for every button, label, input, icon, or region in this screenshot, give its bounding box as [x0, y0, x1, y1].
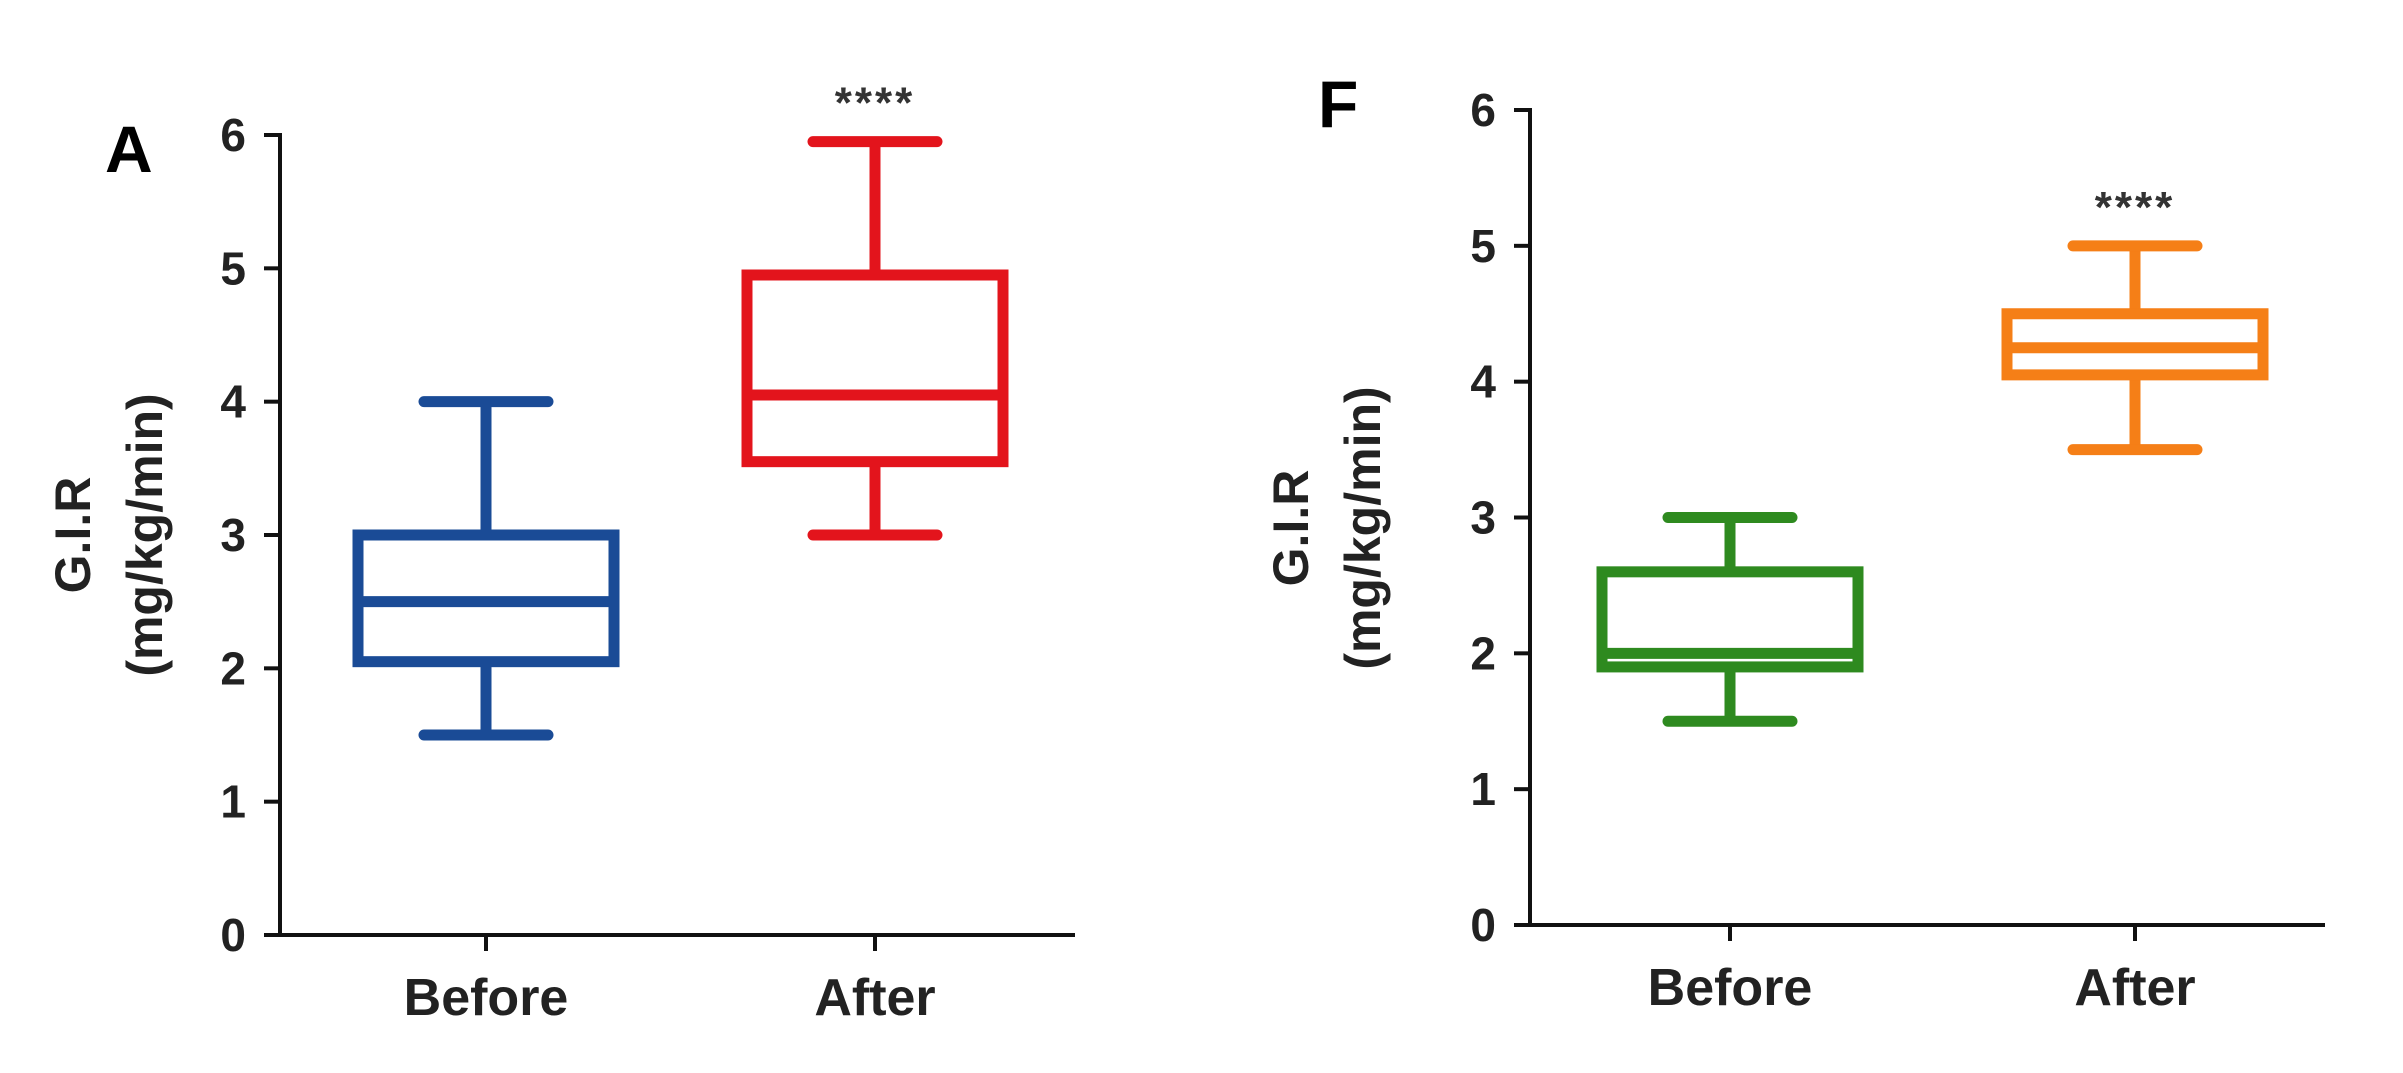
panel-a-box-after-iqr: [741, 269, 1009, 468]
panel-a-y-axis-label-line-2: (mg/kg/min): [117, 393, 173, 676]
panel-f-significance-after: ****: [2095, 183, 2176, 232]
panel-f-y-axis-label-line-2: (mg/kg/min): [1335, 386, 1391, 669]
panel-f-y-tick-label: 4: [1470, 356, 1496, 408]
panel-f-y-tick-label: 1: [1470, 763, 1496, 815]
panel-a-x-tick-label-before: Before: [404, 969, 569, 1027]
panel-a-y-tick-label: 5: [220, 242, 246, 294]
panel-a-y-tick-label: 3: [220, 509, 246, 561]
panel-a-y-tick-label: 0: [220, 909, 246, 961]
panel-f-y-tick-label: 2: [1470, 627, 1496, 679]
panel-f-x-tick-label-after: After: [2074, 959, 2195, 1017]
panel-f-y-tick-label: 6: [1470, 84, 1496, 136]
panel-f-y-axis-label-line-1: G.I.R: [1263, 470, 1319, 587]
panel-a-y-axis-label-line-1: G.I.R: [45, 477, 101, 594]
panel-f-y-tick-label: 3: [1470, 492, 1496, 544]
panel-f-box-before-iqr: [1596, 566, 1864, 673]
panel-a-x-tick-label-after: After: [814, 969, 935, 1027]
panel-a-y-tick-label: 1: [220, 776, 246, 828]
panel-f-x-tick-label-before: Before: [1648, 959, 1813, 1017]
panel-a-y-tick-label: 2: [220, 642, 246, 694]
panel-a-significance-after: ****: [835, 79, 916, 128]
panel-a-letter: A: [105, 112, 153, 186]
panel-f-y-tick-label: 5: [1470, 220, 1496, 272]
panel-a-y-tick-label: 4: [220, 376, 246, 428]
panel-a-y-tick-label: 6: [220, 109, 246, 161]
panel-f-letter: F: [1318, 67, 1358, 141]
panel-f-y-tick-label: 0: [1470, 899, 1496, 951]
